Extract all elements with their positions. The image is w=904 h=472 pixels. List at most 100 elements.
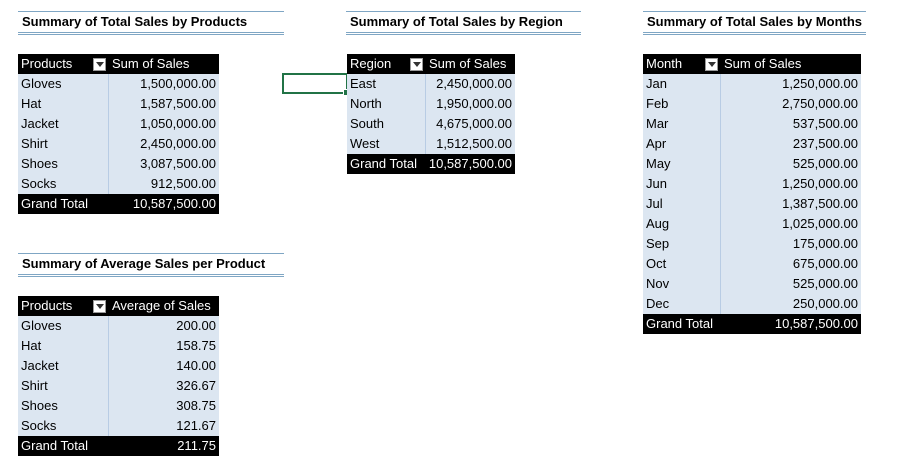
row-labels-header[interactable]: Products xyxy=(18,296,109,316)
value-cell[interactable]: 3,087,500.00 xyxy=(140,156,216,171)
row-label-cell[interactable]: Jun xyxy=(643,174,721,194)
table-row: Apr 237,500.00 xyxy=(643,134,861,154)
value-cell[interactable]: 4,675,000.00 xyxy=(436,116,512,131)
row-label-cell[interactable]: Socks xyxy=(18,416,109,436)
values-header[interactable]: Sum of Sales xyxy=(429,56,507,71)
row-label-cell[interactable]: Oct xyxy=(643,254,721,274)
region-table-title: Summary of Total Sales by Region xyxy=(346,11,581,35)
value-cell[interactable]: 2,450,000.00 xyxy=(436,76,512,91)
value-cell[interactable]: 1,050,000.00 xyxy=(140,116,216,131)
value-cell[interactable]: 525,000.00 xyxy=(792,156,858,171)
value-cell[interactable]: 1,500,000.00 xyxy=(140,76,216,91)
grand-total-value[interactable]: 10,587,500.00 xyxy=(774,316,858,331)
row-label-cell[interactable]: Shirt xyxy=(18,376,109,396)
row-labels-header[interactable]: Month xyxy=(643,54,721,74)
value-cell[interactable]: 121.67 xyxy=(176,418,216,433)
value-cell[interactable]: 525,000.00 xyxy=(792,276,858,291)
row-labels-header-label: Products xyxy=(21,298,73,313)
row-label-cell[interactable]: Aug xyxy=(643,214,721,234)
value-cell[interactable]: 1,587,500.00 xyxy=(140,96,216,111)
table-row: Jacket 1,050,000.00 xyxy=(18,114,219,134)
row-label-cell[interactable]: East xyxy=(347,74,426,94)
table-row: Jun 1,250,000.00 xyxy=(643,174,861,194)
table-row: Nov 525,000.00 xyxy=(643,274,861,294)
average-table-title: Summary of Average Sales per Product xyxy=(18,253,284,277)
pivot-header-row: Month Sum of Sales xyxy=(643,54,861,74)
table-row: May 525,000.00 xyxy=(643,154,861,174)
value-cell[interactable]: 1,950,000.00 xyxy=(436,96,512,111)
row-label-cell[interactable]: Shirt xyxy=(18,134,109,154)
table-row: North 1,950,000.00 xyxy=(347,94,515,114)
grand-total-value[interactable]: 10,587,500.00 xyxy=(132,196,216,211)
filter-dropdown-icon[interactable] xyxy=(410,57,423,71)
row-label-cell[interactable]: North xyxy=(347,94,426,114)
row-label-cell[interactable]: Feb xyxy=(643,94,721,114)
grand-total-label[interactable]: Grand Total xyxy=(646,316,713,331)
row-labels-header-label: Region xyxy=(350,56,392,71)
grand-total-label[interactable]: Grand Total xyxy=(21,196,88,211)
row-label-cell[interactable]: Hat xyxy=(18,94,109,114)
row-label-cell[interactable]: Jacket xyxy=(18,114,109,134)
row-label-cell[interactable]: May xyxy=(643,154,721,174)
row-label-cell[interactable]: Shoes xyxy=(18,154,109,174)
row-label-cell[interactable]: Apr xyxy=(643,134,721,154)
filter-dropdown-icon[interactable] xyxy=(705,57,718,71)
table-row: West 1,512,500.00 xyxy=(347,134,515,154)
value-cell[interactable]: 326.67 xyxy=(176,378,216,393)
value-cell[interactable]: 1,250,000.00 xyxy=(782,76,858,91)
row-label-cell[interactable]: West xyxy=(347,134,426,154)
value-cell[interactable]: 200.00 xyxy=(176,318,216,333)
row-label-cell[interactable]: Hat xyxy=(18,336,109,356)
value-cell[interactable]: 537,500.00 xyxy=(792,116,858,131)
grand-total-label[interactable]: Grand Total xyxy=(350,156,417,171)
value-cell[interactable]: 1,250,000.00 xyxy=(782,176,858,191)
row-label-cell[interactable]: Sep xyxy=(643,234,721,254)
row-label-cell[interactable]: Jacket xyxy=(18,356,109,376)
value-cell[interactable]: 237,500.00 xyxy=(792,136,858,151)
row-label-cell[interactable]: Shoes xyxy=(18,396,109,416)
values-header[interactable]: Average of Sales xyxy=(112,298,211,313)
value-cell[interactable]: 1,512,500.00 xyxy=(436,136,512,151)
value-cell[interactable]: 158.75 xyxy=(176,338,216,353)
filter-dropdown-icon[interactable] xyxy=(93,57,106,71)
values-header[interactable]: Sum of Sales xyxy=(724,56,802,71)
row-label-cell[interactable]: Dec xyxy=(643,294,721,314)
values-header[interactable]: Sum of Sales xyxy=(112,56,190,71)
row-label-cell[interactable]: Jul xyxy=(643,194,721,214)
grand-total-row: Grand Total 10,587,500.00 xyxy=(347,154,515,174)
table-row: Shirt 2,450,000.00 xyxy=(18,134,219,154)
row-label-cell[interactable]: Gloves xyxy=(18,74,109,94)
row-labels-header[interactable]: Region xyxy=(347,54,426,74)
row-label-cell[interactable]: Jan xyxy=(643,74,721,94)
table-row: Jul 1,387,500.00 xyxy=(643,194,861,214)
active-cell-selection[interactable] xyxy=(282,73,350,96)
value-cell[interactable]: 1,387,500.00 xyxy=(782,196,858,211)
value-cell[interactable]: 2,450,000.00 xyxy=(140,136,216,151)
row-label-cell[interactable]: Socks xyxy=(18,174,109,194)
row-label-cell[interactable]: Nov xyxy=(643,274,721,294)
value-cell[interactable]: 250,000.00 xyxy=(792,296,858,311)
row-label-cell[interactable]: Mar xyxy=(643,114,721,134)
grand-total-value[interactable]: 211.75 xyxy=(177,438,216,453)
row-label-cell[interactable]: Gloves xyxy=(18,316,109,336)
filter-dropdown-icon[interactable] xyxy=(93,299,106,313)
row-label-cell[interactable]: South xyxy=(347,114,426,134)
value-cell[interactable]: 140.00 xyxy=(176,358,216,373)
months-pivot-table: Month Sum of Sales Jan 1,250,000.00 Feb 2,750… xyxy=(643,54,861,334)
table-row: Shoes 3,087,500.00 xyxy=(18,154,219,174)
row-labels-header[interactable]: Products xyxy=(18,54,109,74)
table-row: Mar 537,500.00 xyxy=(643,114,861,134)
table-row: Jacket 140.00 xyxy=(18,356,219,376)
value-cell[interactable]: 2,750,000.00 xyxy=(782,96,858,111)
table-row: Dec 250,000.00 xyxy=(643,294,861,314)
grand-total-value[interactable]: 10,587,500.00 xyxy=(428,156,512,171)
value-cell[interactable]: 308.75 xyxy=(176,398,216,413)
grand-total-label[interactable]: Grand Total xyxy=(21,438,88,453)
value-cell[interactable]: 175,000.00 xyxy=(792,236,858,251)
table-row: Socks 121.67 xyxy=(18,416,219,436)
table-row: Shoes 308.75 xyxy=(18,396,219,416)
products-pivot-table: Products Sum of Sales Gloves 1,500,000.00 Ha… xyxy=(18,54,219,214)
value-cell[interactable]: 675,000.00 xyxy=(792,256,858,271)
value-cell[interactable]: 912,500.00 xyxy=(150,176,216,191)
value-cell[interactable]: 1,025,000.00 xyxy=(782,216,858,231)
